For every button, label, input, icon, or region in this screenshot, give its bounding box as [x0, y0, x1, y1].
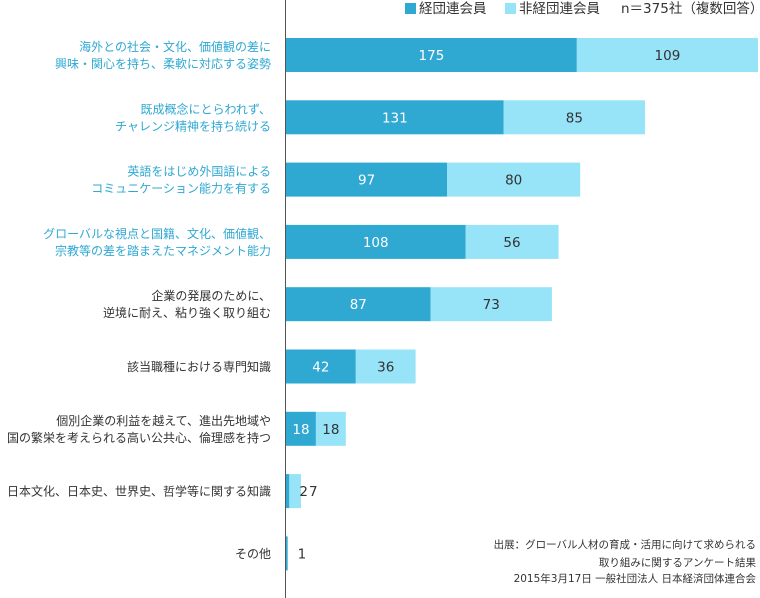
bar-nonmember-6 — [315, 411, 346, 446]
value-label-member-5: 42 — [312, 360, 329, 376]
category-label-8-0: その他 — [235, 547, 271, 561]
bar-member-4 — [286, 287, 431, 322]
category-label-0-0: 海外との社会・文化、価値観の差に — [79, 39, 271, 54]
bar-member-8 — [286, 536, 288, 571]
category-label-2-0: 英語をはじめ外国語による — [127, 164, 271, 179]
category-label-4-0: 企業の発展のために、 — [151, 288, 271, 303]
bar-member-5 — [286, 349, 356, 384]
category-label-2-1: コミュニケーション能力を有する — [91, 182, 271, 196]
category-label-1-0: 既成概念にとらわれず、 — [140, 101, 271, 116]
bar-member-2 — [286, 162, 448, 197]
value-label-member-3: 108 — [363, 235, 389, 251]
bar-nonmember-4 — [430, 287, 552, 322]
category-label-6-1: 国の繁栄を考えられる高い公共心、倫理感を持つ — [7, 430, 271, 445]
bar-nonmember-1 — [503, 100, 645, 135]
value-label-member-2: 97 — [358, 173, 375, 189]
bar-nonmember-5 — [355, 349, 416, 384]
category-label-7-0: 日本文化、日本史、世界史、哲学等に関する知識 — [7, 484, 271, 499]
value-label-member-7: 2 — [299, 484, 308, 500]
legend-label-member: 経団連会員 — [419, 1, 487, 17]
bar-member-1 — [286, 100, 504, 135]
source-note: 出展：グローバル人材の育成・活用に向けて求められる 取り組みに関するアンケート結… — [494, 538, 757, 585]
legend-swatch-member — [405, 3, 416, 14]
bar-member-7 — [286, 474, 290, 509]
legend-label-nonmember: 非経団連会員 — [519, 1, 600, 17]
legend-sample-note: n＝375社（複数回答） — [621, 0, 760, 17]
value-label-member-6: 18 — [292, 422, 309, 438]
source-line-2: 取り組みに関するアンケート結果 — [599, 556, 757, 569]
value-label-member-0: 175 — [419, 48, 445, 64]
source-line-1: 出展：グローバル人材の育成・活用に向けて求められる — [494, 538, 756, 551]
bar-nonmember-7 — [289, 474, 301, 509]
category-labels: 海外との社会・文化、価値観の差に興味・関心を持ち、柔軟に対応する姿勢既成概念にと… — [7, 39, 271, 561]
bar-member-3 — [286, 224, 466, 259]
value-label-nonmember-0: 109 — [655, 48, 681, 64]
category-label-4-1: 逆境に耐え、粘り強く取り組む — [103, 305, 271, 320]
value-label-nonmember-1: 85 — [566, 110, 583, 126]
source-line-3: 2015年3月17日 一般社団法人 日本経済団体連合会 — [514, 572, 757, 585]
value-label-member-1: 131 — [382, 110, 408, 126]
category-label-1-1: チャレンジ精神を持ち続ける — [115, 118, 271, 133]
value-label-member-4: 87 — [350, 297, 367, 313]
value-label-nonmember-3: 56 — [503, 235, 520, 251]
value-label-nonmember-7: 7 — [309, 484, 318, 500]
category-label-3-0: グローバルな視点と国籍、文化、価値観、 — [43, 226, 271, 241]
bar-nonmember-2 — [447, 162, 581, 197]
bar-nonmember-0 — [576, 38, 758, 72]
value-label-nonmember-6: 18 — [322, 422, 339, 438]
category-label-6-0: 個別企業の利益を越えて、進出先地域や — [56, 413, 271, 428]
legend-swatch-nonmember — [505, 3, 516, 14]
bar-member-0 — [286, 38, 577, 72]
category-label-3-1: 宗教等の差を踏まえたマネジメント能力 — [55, 243, 271, 258]
bar-member-6 — [286, 411, 316, 446]
bar-nonmember-3 — [465, 224, 559, 259]
value-label-nonmember-2: 80 — [505, 173, 522, 189]
legend: 経団連会員 非経団連会員 n＝375社（複数回答） — [405, 0, 760, 17]
category-label-5-0: 該当職種における専門知識 — [127, 359, 271, 374]
value-label-nonmember-5: 36 — [377, 360, 394, 376]
bars-layer: 175 109 131 85 97 80 108 56 87 73 42 36 18 18 2 7 1 — [286, 38, 758, 571]
value-label-member-8: 1 — [298, 546, 307, 562]
value-label-nonmember-4: 73 — [483, 297, 500, 313]
category-label-0-1: 興味・関心を持ち、柔軟に対応する姿勢 — [55, 56, 271, 71]
